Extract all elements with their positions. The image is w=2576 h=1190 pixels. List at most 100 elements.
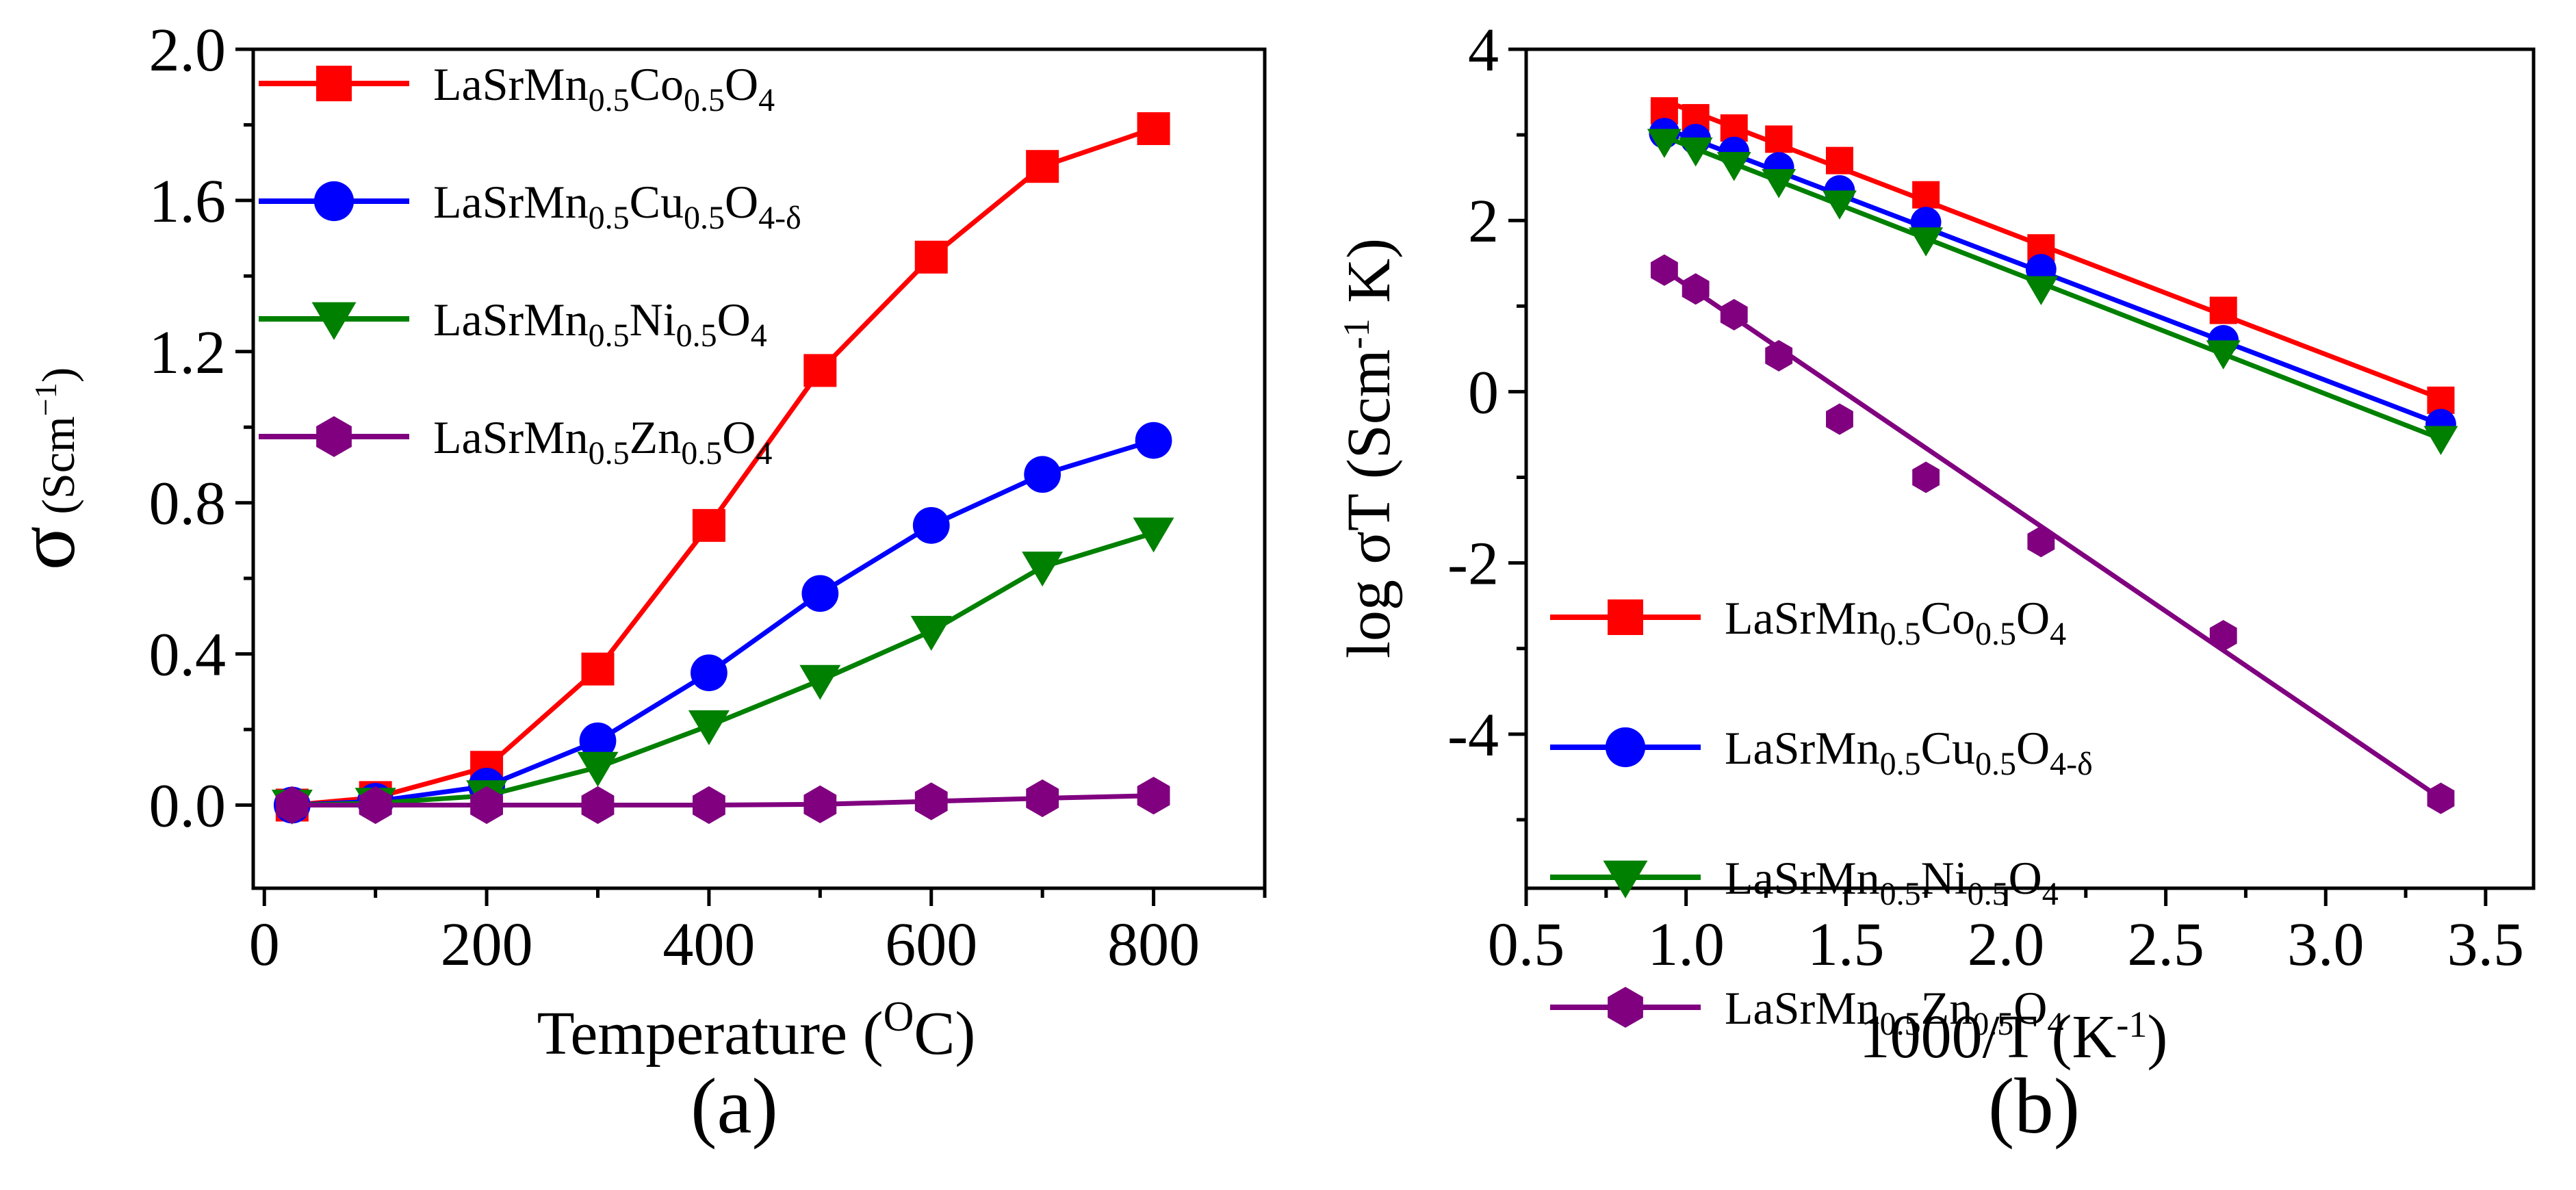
y-axis-title: log σT (Scm-1 K) xyxy=(1335,238,1403,658)
x-tick-label: 600 xyxy=(885,911,977,979)
data-point xyxy=(688,710,730,746)
data-point xyxy=(359,786,392,825)
panel-label: (b) xyxy=(1988,1063,2080,1150)
data-point xyxy=(1825,146,1853,174)
legend-subscript: 4 xyxy=(2047,1006,2063,1042)
y-tick-label: -2 xyxy=(1447,530,1499,598)
legend-subscript: 0.5 xyxy=(1880,616,1921,652)
legend-label: LaSrMn0.5Zn0.5O4 xyxy=(1725,982,2063,1042)
legend-subscript: 4 xyxy=(758,82,775,118)
y-tick-label: 0.0 xyxy=(149,773,227,840)
data-point xyxy=(1647,129,1682,158)
y-tick-label: 0 xyxy=(1468,359,1499,426)
legend-subscript: 0.5 xyxy=(589,82,630,118)
legend-subscript: 0.5 xyxy=(589,435,630,471)
data-point xyxy=(1912,181,1940,209)
data-point xyxy=(912,506,950,544)
x-tick-label: 2.5 xyxy=(2127,911,2204,979)
y-axis-title-text: (Scm xyxy=(32,416,84,526)
fit-line xyxy=(1663,134,2442,441)
data-point xyxy=(1909,227,1944,257)
legend-oxygen: O xyxy=(722,411,756,463)
legend-oxygen: O xyxy=(725,58,758,110)
x-axis-title-superscript: O xyxy=(884,994,914,1040)
legend-subscript: 0.5 xyxy=(681,435,722,471)
legend-text-base: LaSrMn xyxy=(433,411,589,463)
x-tick-label: 800 xyxy=(1107,911,1200,979)
x-tick-label: 0 xyxy=(249,911,280,979)
series-ni xyxy=(1647,129,2458,455)
legend-subscript: 4 xyxy=(2050,616,2066,652)
x-tick-label: 400 xyxy=(662,911,755,979)
y-tick-label: 0.8 xyxy=(149,470,227,538)
data-point xyxy=(1133,517,1174,553)
data-point xyxy=(801,575,839,612)
data-point xyxy=(2027,526,2055,558)
y-tick-label: 0.4 xyxy=(149,621,227,689)
legend-oxygen: O xyxy=(2013,982,2047,1034)
legend-label: LaSrMn0.5Zn0.5O4 xyxy=(433,411,772,471)
x-axis-title-text: Temperature ( xyxy=(537,1000,884,1068)
y-axis-title-superscript: -1 xyxy=(1336,318,1377,349)
y-tick-label: 2.0 xyxy=(149,16,227,84)
data-point xyxy=(1720,298,1748,331)
y-axis-title-text: ) xyxy=(32,367,84,383)
legend-text-base: LaSrMn xyxy=(433,176,589,228)
y-axis-title-superscript: −1 xyxy=(28,383,63,416)
y-tick-label: 2 xyxy=(1468,187,1499,255)
data-point xyxy=(1762,169,1796,198)
y-axis-title: σ (Scm−1) xyxy=(1,367,92,571)
legend-subscript: 0.5 xyxy=(1880,746,1921,782)
y-tick-label: -4 xyxy=(1447,701,1499,769)
data-point xyxy=(2423,426,2458,455)
data-point xyxy=(1765,339,1793,372)
legend-oxygen: O xyxy=(725,176,758,228)
legend-subscript: 0.5 xyxy=(589,200,630,236)
y-axis-title-text: log σT (Scm xyxy=(1335,349,1403,658)
x-tick-label: 3.5 xyxy=(2447,911,2525,979)
panel-b-arrhenius-plot: 0.5 1.0 1.5 2.0 2.5 3.0 3.5-4-2024LaSrMn0.5Co0… xyxy=(1335,16,2536,1150)
x-tick-label: 3.0 xyxy=(2287,911,2365,979)
legend-oxygen: O xyxy=(2016,722,2050,774)
x-tick-label: 2.0 xyxy=(1968,911,2045,979)
panel-label: (a) xyxy=(691,1063,778,1150)
x-axis-title-text: ) xyxy=(2147,1003,2167,1071)
x-axis-title-superscript: -1 xyxy=(2116,1004,2147,1045)
data-point xyxy=(803,785,837,823)
legend-label: LaSrMn0.5Cu0.5O4-δ xyxy=(1725,722,2093,782)
legend-element: Zn xyxy=(630,411,682,463)
data-point xyxy=(914,782,948,820)
legend-subscript: 0.5 xyxy=(684,82,725,118)
x-axis-title-text: 1000/T (K xyxy=(1859,1003,2117,1071)
series-line xyxy=(292,438,1155,808)
legend-subscript: 0.5 xyxy=(1975,616,2016,652)
legend-subscript: 4 xyxy=(751,318,767,354)
y-tick-label: 1.2 xyxy=(149,319,227,387)
legend-oxygen: O xyxy=(2016,592,2050,644)
data-point xyxy=(1682,273,1710,305)
legend-subscript: 4-δ xyxy=(2050,746,2093,782)
legend-marker xyxy=(1605,727,1646,768)
data-point xyxy=(1026,150,1059,183)
series-zn xyxy=(275,777,1170,825)
x-axis-title: Temperature (OC) xyxy=(537,994,976,1068)
legend-label: LaSrMn0.5Ni0.5O4 xyxy=(1725,852,2059,912)
data-point xyxy=(1650,254,1678,286)
data-point xyxy=(2024,276,2059,306)
series-cu xyxy=(273,422,1172,824)
y-tick-label: 4 xyxy=(1468,16,1499,84)
legend-marker xyxy=(1603,860,1648,898)
data-point xyxy=(2427,782,2455,814)
legend: LaSrMn0.5Co0.5O4LaSrMn0.5Cu0.5O4-δLaSrMn… xyxy=(259,58,801,471)
data-point xyxy=(1912,461,1940,493)
legend-subscript: 0.5 xyxy=(1880,1006,1921,1042)
legend-label: LaSrMn0.5Co0.5O4 xyxy=(433,58,775,118)
data-point xyxy=(1826,403,1853,435)
data-point xyxy=(692,508,725,542)
data-point xyxy=(910,615,952,651)
legend-text-base: LaSrMn xyxy=(1725,592,1880,644)
legend-label: LaSrMn0.5Ni0.5O4 xyxy=(433,294,767,354)
data-point xyxy=(1026,779,1059,818)
x-tick-label: 200 xyxy=(441,911,533,979)
legend-element: Ni xyxy=(630,294,676,346)
